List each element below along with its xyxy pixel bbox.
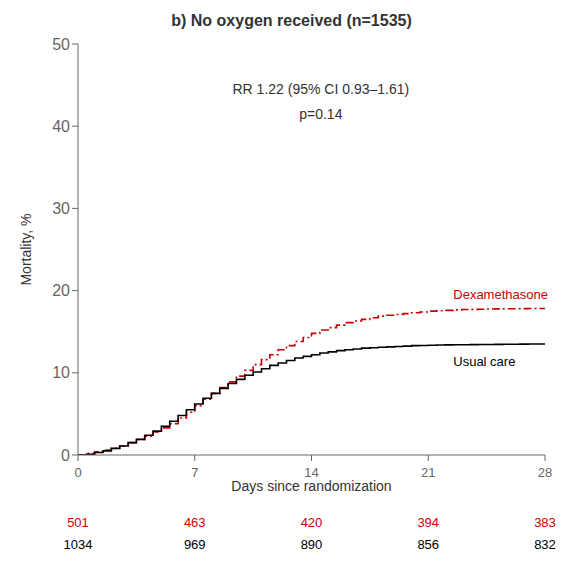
svg-text:21: 21 <box>421 465 435 480</box>
svg-text:890: 890 <box>301 537 323 552</box>
svg-text:28: 28 <box>538 465 552 480</box>
svg-text:969: 969 <box>184 537 206 552</box>
svg-text:Days since randomization: Days since randomization <box>231 478 391 494</box>
svg-text:10: 10 <box>52 364 70 381</box>
svg-text:Usual care: Usual care <box>453 354 515 369</box>
svg-text:501: 501 <box>67 515 89 530</box>
svg-text:Mortality, %: Mortality, % <box>18 213 34 285</box>
svg-text:383: 383 <box>534 515 556 530</box>
svg-text:Dexamethasone: Dexamethasone <box>453 287 548 302</box>
svg-text:856: 856 <box>417 537 439 552</box>
svg-text:30: 30 <box>52 200 70 217</box>
svg-text:463: 463 <box>184 515 206 530</box>
svg-text:0: 0 <box>74 465 81 480</box>
svg-text:1034: 1034 <box>64 537 93 552</box>
svg-text:20: 20 <box>52 282 70 299</box>
svg-text:14: 14 <box>304 465 319 480</box>
html-text:p=0.14: p=0.14 <box>299 105 343 122</box>
svg-text:7: 7 <box>191 465 198 480</box>
svg-text:40: 40 <box>52 118 70 135</box>
svg-text:50: 50 <box>52 36 70 53</box>
svg-text:420: 420 <box>301 515 323 530</box>
svg-text:832: 832 <box>534 537 556 552</box>
html-text:RR 1.22 (95% CI 0.93–1.61): RR 1.22 (95% CI 0.93–1.61) <box>232 81 410 98</box>
svg-text:394: 394 <box>417 515 439 530</box>
svg-text:0: 0 <box>61 447 70 464</box>
html-text:b) No oxygen received (n=1535): b) No oxygen received (n=1535) <box>171 12 412 29</box>
